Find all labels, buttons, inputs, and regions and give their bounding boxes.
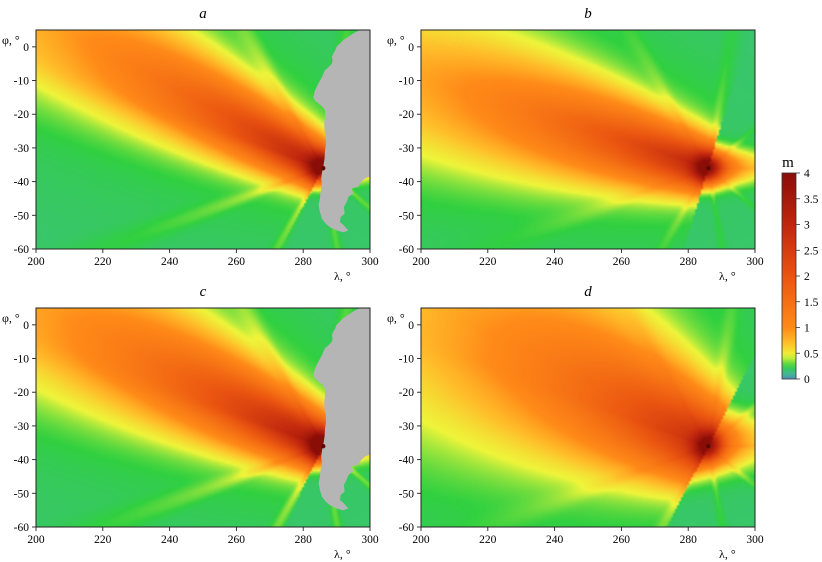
colorbar-tick-label: 4 xyxy=(804,168,810,180)
y-tick-label: -20 xyxy=(399,109,415,121)
y-tick-label: 0 xyxy=(408,42,414,54)
colorbar-tick-label: 3 xyxy=(804,220,810,232)
y-tick-label: -50 xyxy=(399,210,415,222)
colorbar: m 4 3.5 3 2.5 2 1.5 1 0.5 0 xyxy=(781,155,819,386)
x-tick-label: 220 xyxy=(479,534,497,546)
source-marker xyxy=(706,165,711,171)
x-tick-label: 300 xyxy=(746,256,764,268)
y-tick-label: -20 xyxy=(14,387,30,399)
x-axis-label: λ, ° xyxy=(719,269,736,283)
panel-label: d xyxy=(584,284,592,300)
x-tick-label: 300 xyxy=(746,534,764,546)
y-tick-label: -10 xyxy=(14,76,30,88)
land-mask xyxy=(313,30,370,233)
panel-label: b xyxy=(584,6,592,22)
y-tick-label: -30 xyxy=(399,143,415,155)
heatmap xyxy=(36,30,370,249)
y-tick-label: -60 xyxy=(14,244,30,256)
panel-b: 200 220 240 260 280 300 0 -10 -20 -30 -40 -50 -60 φ, … xyxy=(387,6,764,283)
y-tick-label: -40 xyxy=(14,455,30,467)
plot-frame xyxy=(420,29,756,250)
y-tick-label: -60 xyxy=(14,522,30,534)
source-marker xyxy=(321,443,326,449)
y-tick-label: -10 xyxy=(14,354,30,366)
y-tick-label: -60 xyxy=(399,244,415,256)
colorbar-bar xyxy=(781,172,797,380)
x-tick-label: 260 xyxy=(613,534,631,546)
x-tick-label: 280 xyxy=(295,534,313,546)
colorbar-unit: m xyxy=(782,155,794,171)
x-axis-label: λ, ° xyxy=(334,269,351,283)
y-tick-label: -20 xyxy=(399,387,415,399)
x-tick-label: 260 xyxy=(613,256,631,268)
x-tick-label: 280 xyxy=(680,256,698,268)
x-tick-label: 220 xyxy=(94,256,112,268)
panel-label: c xyxy=(200,284,207,300)
y-axis-label: φ, ° xyxy=(387,33,405,47)
colorbar-tick-label: 1 xyxy=(804,323,810,335)
source-marker xyxy=(706,443,711,449)
x-tick-label: 260 xyxy=(228,256,246,268)
panel-a: 200 220 240 260 280 300 0 -10 -20 -30 -40 -50 -60 φ, … xyxy=(2,6,379,283)
x-tick-label: 240 xyxy=(546,256,564,268)
heatmap xyxy=(36,308,370,527)
y-tick-label: 0 xyxy=(23,320,29,332)
panel-label: a xyxy=(199,6,207,22)
x-axis-label: λ, ° xyxy=(719,547,736,561)
x-tick-label: 300 xyxy=(361,256,379,268)
y-tick-label: -20 xyxy=(14,109,30,121)
x-tick-label: 200 xyxy=(27,534,45,546)
y-tick-label: -30 xyxy=(14,421,30,433)
panel-d: 200 220 240 260 280 300 0 -10 -20 -30 -40 -50 -60 φ, … xyxy=(387,284,764,561)
x-tick-label: 200 xyxy=(412,534,430,546)
y-tick-label: -40 xyxy=(14,177,30,189)
y-tick-label: -10 xyxy=(399,354,415,366)
x-tick-label: 280 xyxy=(680,534,698,546)
y-axis-label: φ, ° xyxy=(2,33,20,47)
plot-frame xyxy=(35,29,371,250)
x-tick-label: 200 xyxy=(412,256,430,268)
y-tick-label: 0 xyxy=(408,320,414,332)
x-tick-label: 280 xyxy=(295,256,313,268)
x-tick-label: 200 xyxy=(27,256,45,268)
y-tick-label: -10 xyxy=(399,76,415,88)
x-tick-label: 220 xyxy=(94,534,112,546)
y-axis-label: φ, ° xyxy=(2,311,20,325)
plot-frame xyxy=(420,307,756,528)
y-tick-label: -50 xyxy=(14,210,30,222)
y-tick-label: 0 xyxy=(23,42,29,54)
x-tick-label: 300 xyxy=(361,534,379,546)
x-tick-label: 240 xyxy=(161,256,179,268)
colorbar-tick-label: 0 xyxy=(804,374,810,386)
heatmap xyxy=(421,30,755,249)
colorbar-tick-label: 0.5 xyxy=(804,348,819,360)
x-tick-label: 240 xyxy=(546,534,564,546)
y-axis-label: φ, ° xyxy=(387,311,405,325)
y-tick-label: -50 xyxy=(399,488,415,500)
x-tick-label: 240 xyxy=(161,534,179,546)
colorbar-tick-label: 3.5 xyxy=(804,194,819,206)
y-tick-label: -30 xyxy=(14,143,30,155)
y-tick-label: -40 xyxy=(399,455,415,467)
y-tick-label: -30 xyxy=(399,421,415,433)
colorbar-tick-label: 1.5 xyxy=(804,297,819,309)
x-tick-label: 220 xyxy=(479,256,497,268)
land-mask xyxy=(313,308,370,511)
y-tick-label: -40 xyxy=(399,177,415,189)
x-tick-label: 260 xyxy=(228,534,246,546)
y-tick-label: -50 xyxy=(14,488,30,500)
colorbar-tick-label: 2 xyxy=(804,271,810,283)
x-axis-label: λ, ° xyxy=(334,547,351,561)
y-tick-label: -60 xyxy=(399,522,415,534)
source-marker xyxy=(321,165,326,171)
plot-frame xyxy=(35,307,371,528)
panel-c: 200 220 240 260 280 300 0 -10 -20 -30 -40 -50 -60 φ, … xyxy=(2,284,379,561)
heatmap xyxy=(421,308,755,527)
colorbar-tick-label: 2.5 xyxy=(804,245,819,257)
